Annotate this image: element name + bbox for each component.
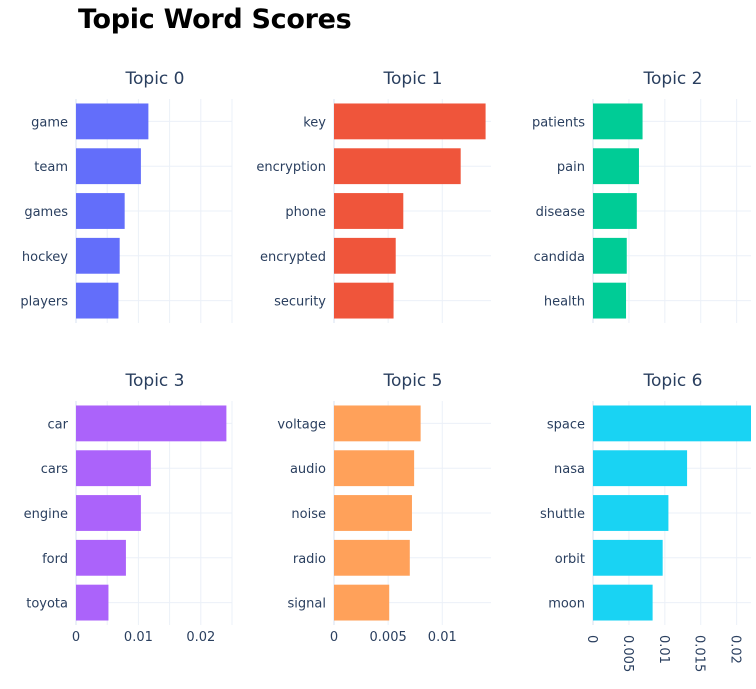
subplot-topic-3: Topic 3 car cars engine ford toyota 0 0.01 0.02 xyxy=(24,371,233,645)
category-label: ford xyxy=(42,552,68,567)
bar-voltage[interactable] xyxy=(334,405,421,442)
x-tick-label: 0.02 xyxy=(186,630,215,645)
category-label: phone xyxy=(285,205,326,220)
category-label: encryption xyxy=(256,160,326,175)
bar-key[interactable] xyxy=(334,103,486,140)
bar-nasa[interactable] xyxy=(593,450,688,487)
subplot-title: Topic 5 xyxy=(383,371,443,391)
category-label: nasa xyxy=(554,462,585,477)
category-label: voltage xyxy=(277,417,326,432)
x-tick-label: 0 xyxy=(72,630,80,645)
bar-encrypted[interactable] xyxy=(334,237,396,274)
category-label: games xyxy=(24,205,68,220)
bar-audio[interactable] xyxy=(334,450,415,487)
bar-game[interactable] xyxy=(76,103,149,140)
bar-hockey[interactable] xyxy=(76,237,120,274)
x-tick-label: 0 xyxy=(330,630,338,645)
category-label: noise xyxy=(291,507,326,522)
category-label: hockey xyxy=(22,250,68,265)
category-label: toyota xyxy=(26,597,68,612)
category-label: pain xyxy=(557,160,585,175)
subplot-topic-1: Topic 1 key encryption phone encrypted securi… xyxy=(256,69,491,323)
category-label: cars xyxy=(41,462,68,477)
bar-disease[interactable] xyxy=(593,193,637,229)
x-tick-label: 0.01 xyxy=(656,635,671,664)
category-label: security xyxy=(274,295,326,310)
category-label: game xyxy=(31,115,68,130)
subplot-topic-2: Topic 2 patients pain disease candida health xyxy=(532,69,751,323)
bar-toyota[interactable] xyxy=(76,584,109,621)
bar-security[interactable] xyxy=(334,282,394,319)
subplot-title: Topic 6 xyxy=(643,371,703,391)
subplot-title: Topic 1 xyxy=(383,69,443,89)
category-label: health xyxy=(544,295,585,310)
category-label: audio xyxy=(290,462,326,477)
subplot-title: Topic 3 xyxy=(125,371,185,391)
category-label: car xyxy=(48,417,69,432)
category-label: encrypted xyxy=(260,250,326,265)
category-label: candida xyxy=(534,250,585,265)
x-tick-label: 0 xyxy=(584,635,599,643)
subplot-topic-0: Topic 0 game team games hockey players xyxy=(20,69,233,323)
category-label: shuttle xyxy=(540,507,585,522)
bar-radio[interactable] xyxy=(334,539,410,576)
bar-health[interactable] xyxy=(593,282,627,319)
bar-encryption[interactable] xyxy=(334,148,461,185)
subplot-topic-5: Topic 6 space nasa shuttle orbit moon 0 0.005 0.… xyxy=(540,371,751,672)
bar-shuttle[interactable] xyxy=(593,495,669,531)
x-tick-label: 0.005 xyxy=(620,635,635,672)
page-title: Topic Word Scores xyxy=(78,4,352,35)
category-label: radio xyxy=(293,552,326,567)
bar-cars[interactable] xyxy=(76,450,151,487)
category-label: moon xyxy=(548,597,585,612)
x-tick-label: 0.02 xyxy=(728,635,743,664)
category-label: signal xyxy=(288,597,326,612)
bar-team[interactable] xyxy=(76,148,141,185)
category-label: space xyxy=(547,417,585,432)
bar-engine[interactable] xyxy=(76,495,141,531)
category-label: patients xyxy=(532,115,585,130)
bar-ford[interactable] xyxy=(76,539,126,576)
bar-moon[interactable] xyxy=(593,584,653,621)
bar-phone[interactable] xyxy=(334,193,404,229)
bar-car[interactable] xyxy=(76,405,227,442)
category-label: key xyxy=(303,115,326,130)
bar-players[interactable] xyxy=(76,282,119,319)
bar-pain[interactable] xyxy=(593,148,639,185)
x-tick-label: 0.01 xyxy=(124,630,153,645)
bar-orbit[interactable] xyxy=(593,539,663,576)
x-tick-label: 0.005 xyxy=(370,630,407,645)
x-tick-label: 0.01 xyxy=(428,630,457,645)
subplot-title: Topic 2 xyxy=(643,69,703,89)
bar-candida[interactable] xyxy=(593,237,627,274)
bar-games[interactable] xyxy=(76,193,125,229)
x-tick-label: 0.015 xyxy=(692,635,707,672)
subplot-title: Topic 0 xyxy=(125,69,185,89)
subplot-topic-4: Topic 5 voltage audio noise radio signal 0 0.00… xyxy=(277,371,491,645)
category-label: orbit xyxy=(555,552,585,567)
category-label: engine xyxy=(24,507,68,522)
bar-signal[interactable] xyxy=(334,584,390,621)
bar-patients[interactable] xyxy=(593,103,643,140)
bar-noise[interactable] xyxy=(334,495,412,531)
category-label: team xyxy=(34,160,68,175)
bar-space[interactable] xyxy=(593,405,751,442)
category-label: disease xyxy=(536,205,585,220)
category-label: players xyxy=(20,295,68,310)
